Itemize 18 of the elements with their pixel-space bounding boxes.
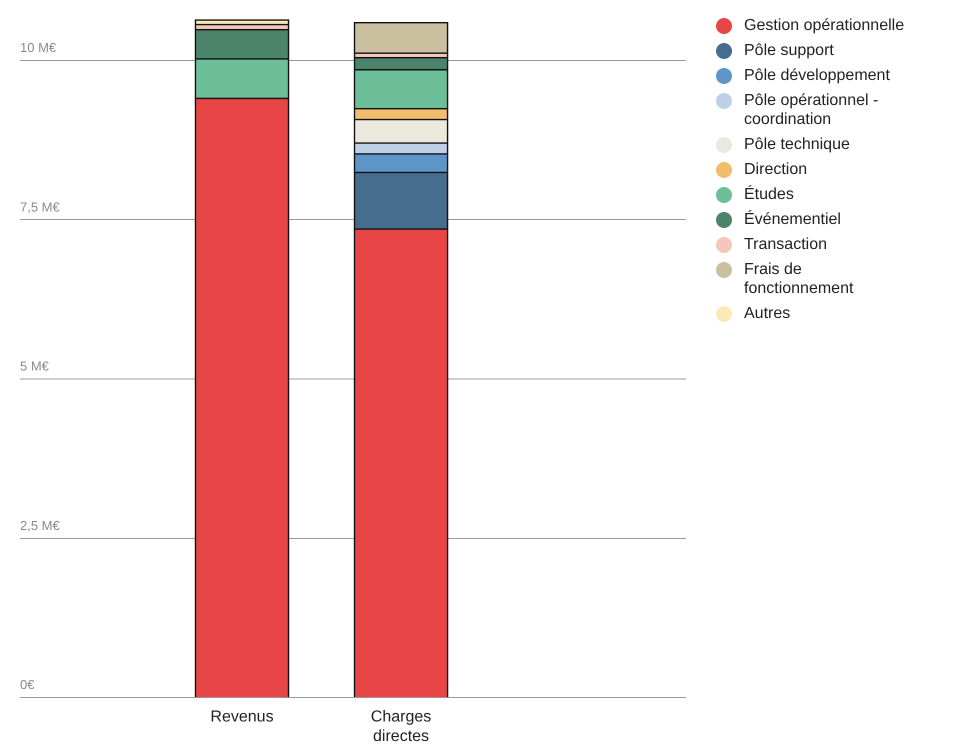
x-tick-label: Charges directes <box>370 708 432 745</box>
y-tick-label: 7,5 M€ <box>20 199 61 214</box>
legend-label: Pôle opérationnel - coordination <box>744 91 880 129</box>
legend-label: Frais de fonctionnement <box>744 260 854 298</box>
legend-label: Transaction <box>744 235 828 254</box>
y-tick-label: 2,5 M€ <box>20 518 61 533</box>
legend-label: Pôle technique <box>744 135 851 154</box>
legend-label: Pôle support <box>744 41 835 60</box>
y-tick-label: 10 M€ <box>20 40 57 55</box>
y-tick-label: 5 M€ <box>20 358 50 374</box>
legend-label: Direction <box>744 160 808 179</box>
legend-label: Événementiel <box>744 210 842 229</box>
y-tick-label: 0€ <box>20 677 36 692</box>
legend-label: Études <box>744 185 795 204</box>
legend-label: Gestion opérationnelle <box>744 16 906 35</box>
legend-label: Pôle développement <box>744 66 891 85</box>
legend-label: Autres <box>744 304 792 323</box>
x-tick-label: Revenus <box>210 708 274 726</box>
